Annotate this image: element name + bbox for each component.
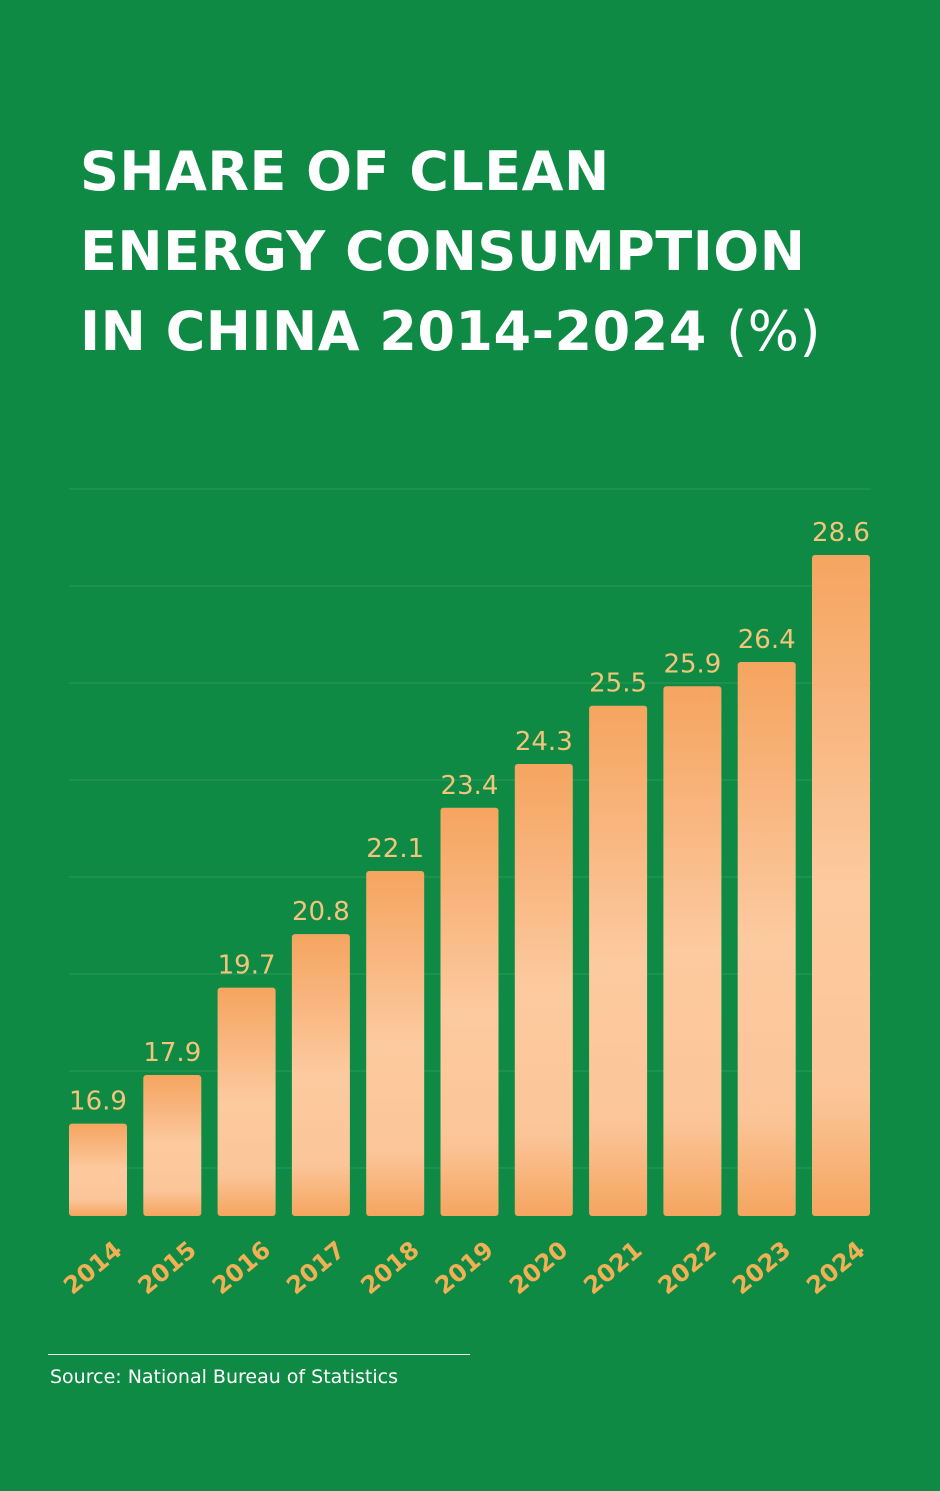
year-label-2017: 2017: [281, 1236, 350, 1300]
bars: [69, 555, 870, 1216]
source-divider: [48, 1354, 470, 1355]
value-label-2017: 20.8: [292, 897, 350, 927]
bar-2015: [143, 1075, 202, 1216]
year-label-2023: 2023: [727, 1236, 796, 1300]
year-label-2024: 2024: [801, 1236, 870, 1300]
bar-2014: [69, 1123, 127, 1216]
value-label-2024: 28.6: [812, 518, 870, 548]
bar-2024: [812, 555, 870, 1216]
year-label-2019: 2019: [430, 1236, 499, 1300]
value-labels: 16.9 17.9 19.7 20.8 22.1 23.4 24.3 25.5 25.9 26.4…: [69, 518, 870, 1117]
value-label-2018: 22.1: [366, 834, 424, 864]
bar-2023: [737, 661, 796, 1216]
year-label-2021: 2021: [578, 1236, 647, 1300]
bar-2018: [366, 870, 425, 1216]
bar-2021: [589, 705, 648, 1216]
title-unit: (%): [726, 300, 822, 363]
year-labels: 2014 2015 2016 2017 2018 2019 2020 2021 2022 2023…: [58, 1236, 870, 1300]
value-label-2016: 19.7: [218, 951, 276, 981]
bar-2016: [217, 987, 276, 1216]
bar-2017: [291, 934, 350, 1216]
bar-2020: [514, 764, 573, 1216]
year-label-2015: 2015: [133, 1236, 202, 1300]
year-label-2020: 2020: [504, 1236, 573, 1300]
value-label-2015: 17.9: [143, 1038, 201, 1068]
year-label-2022: 2022: [653, 1236, 722, 1300]
chart-title: SHARE OF CLEAN ENERGY CONSUMPTION IN CHI…: [80, 132, 900, 372]
value-label-2022: 25.9: [663, 649, 721, 679]
value-label-2023: 26.4: [738, 625, 796, 655]
value-label-2021: 25.5: [589, 669, 647, 699]
bar-2022: [663, 686, 722, 1216]
value-label-2019: 23.4: [441, 771, 499, 801]
title-line-2: ENERGY CONSUMPTION: [80, 220, 806, 283]
source-note: Source: National Bureau of Statistics: [50, 1366, 399, 1388]
year-label-2018: 2018: [355, 1236, 424, 1300]
value-label-2014: 16.9: [69, 1087, 127, 1117]
value-label-2020: 24.3: [515, 727, 573, 757]
year-label-2014: 2014: [58, 1236, 127, 1300]
title-line-3-text: IN CHINA 2014-2024: [80, 300, 707, 363]
title-line-3: IN CHINA 2014-2024 (%): [80, 292, 900, 372]
title-line-1: SHARE OF CLEAN: [80, 140, 610, 203]
year-label-2016: 2016: [207, 1236, 276, 1300]
bar-2019: [440, 807, 499, 1216]
